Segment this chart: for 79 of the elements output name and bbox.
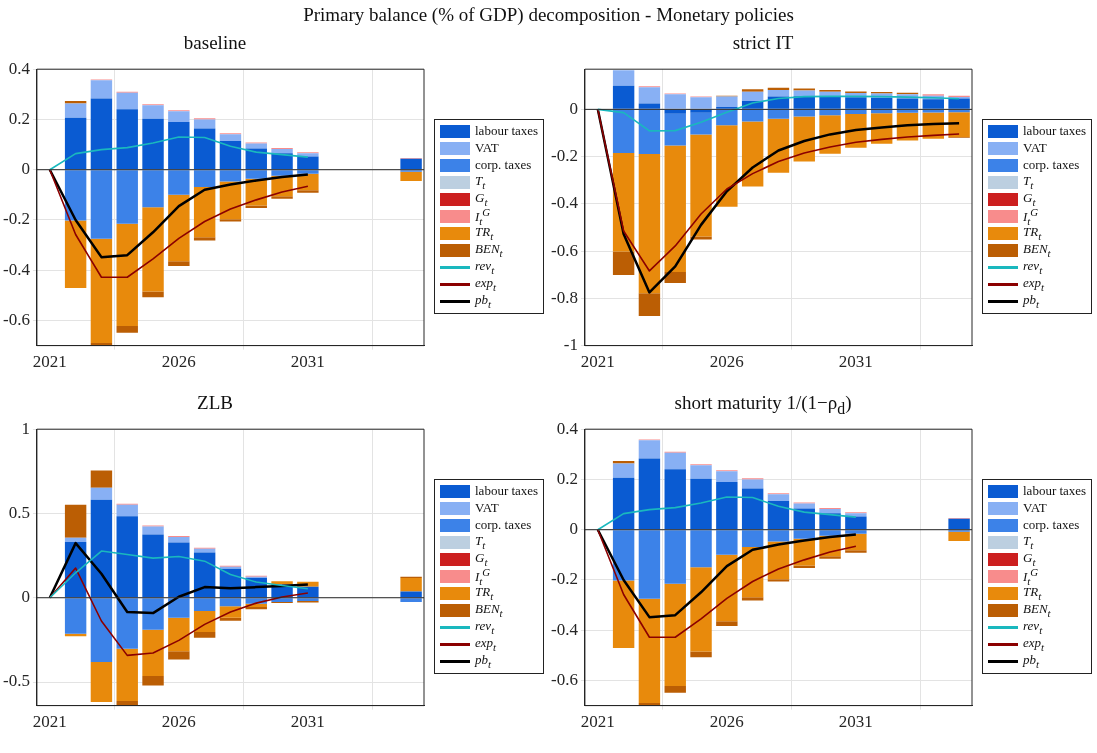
y-tick-label: 0.4 — [556, 418, 579, 438]
y-tick-label: 0.2 — [8, 108, 30, 128]
legend-label: T$_{t}$ — [475, 533, 486, 551]
chart-title: baseline — [182, 31, 248, 55]
text: Primary balance (% of GDP) decomposition - Monetary policies — [302, 3, 795, 27]
y-tick-label: -1 — [563, 335, 578, 355]
x-tick-label: 2031 — [838, 712, 873, 732]
legend-label: labour taxes — [475, 123, 539, 139]
y-tick-label: -0.5 — [2, 671, 30, 691]
legend-label: corp. taxes — [475, 517, 532, 533]
legend-label: BEN$_{t}$ — [475, 601, 503, 619]
legend-label: labour taxes — [1023, 123, 1087, 139]
y-tick-label: -0.2 — [2, 209, 30, 229]
y-tick-label: -0.6 — [2, 309, 30, 329]
legend-label: VAT — [1023, 140, 1047, 156]
legend-label: BEN$_{t}$ — [1023, 601, 1051, 619]
y-tick-label: 0.2 — [556, 468, 578, 488]
y-tick-label: -0.4 — [550, 619, 579, 639]
y-tick-label: -0.6 — [550, 669, 578, 689]
legend-label: exp$_{t}$ — [475, 635, 497, 653]
x-tick-label: 2021 — [580, 352, 615, 372]
y-tick-label: 0 — [21, 587, 30, 607]
y-tick-label: 0 — [21, 159, 30, 179]
legend-label: VAT — [475, 140, 499, 156]
x-tick-label: 2026 — [161, 712, 196, 732]
y-tick-label: 0.4 — [8, 58, 31, 78]
legend-label: corp. taxes — [1023, 157, 1080, 173]
y-tick-label: 0.5 — [8, 502, 30, 522]
y-tick-label: -0.8 — [550, 287, 578, 307]
x-tick-label: 2031 — [290, 352, 325, 372]
legend-label: pb$_{t}$ — [1023, 652, 1040, 670]
y-tick-label: -0.2 — [550, 146, 578, 166]
legend-label: corp. taxes — [475, 157, 532, 173]
x-tick-label: 2031 — [290, 712, 325, 732]
legend-label: T$_{t}$ — [1023, 533, 1034, 551]
legend-label: VAT — [1023, 500, 1047, 516]
legend-label: BEN$_{t}$ — [475, 241, 503, 259]
y-tick-label: -0.4 — [2, 259, 31, 279]
legend-label: pb$_{t}$ — [475, 652, 492, 670]
chart-title: ZLB — [196, 391, 234, 415]
legend-label: TR$_{t}$ — [475, 584, 494, 602]
chart-title: short maturity 1/(1−ρ$_{d}$) — [673, 391, 853, 417]
x-tick-label: 2021 — [32, 352, 67, 372]
legend-label: pb$_{t}$ — [1023, 292, 1040, 310]
x-tick-label: 2026 — [161, 352, 196, 372]
x-tick-label: 2021 — [32, 712, 67, 732]
legend-label: labour taxes — [475, 483, 539, 499]
chart-title: strict IT — [731, 31, 795, 55]
legend-label: labour taxes — [1023, 483, 1087, 499]
y-tick-label: -0.2 — [550, 569, 578, 589]
legend-label: BEN$_{t}$ — [1023, 241, 1051, 259]
y-tick-label: 0 — [569, 98, 578, 118]
legend-label: rev$_{t}$ — [475, 258, 495, 276]
legend-label: TR$_{t}$ — [1023, 584, 1042, 602]
legend-label: rev$_{t}$ — [1023, 618, 1043, 636]
x-tick-label: 2026 — [709, 352, 744, 372]
x-tick-label: 2026 — [709, 712, 744, 732]
legend-label: G$_{t}$ — [1023, 190, 1036, 208]
x-tick-label: 2021 — [580, 712, 615, 732]
y-tick-label: -0.4 — [550, 193, 579, 213]
y-tick-label: -0.6 — [550, 240, 578, 260]
legend-label: G$_{t}$ — [1023, 550, 1036, 568]
legend-label: G$_{t}$ — [475, 190, 488, 208]
legend-label: T$_{t}$ — [475, 173, 486, 191]
legend-label: VAT — [475, 500, 499, 516]
legend-label: corp. taxes — [1023, 517, 1080, 533]
legend-label: T$_{t}$ — [1023, 173, 1034, 191]
legend-label: exp$_{t}$ — [1023, 275, 1045, 293]
x-tick-label: 2031 — [838, 352, 873, 372]
legend-label: rev$_{t}$ — [1023, 258, 1043, 276]
legend-label: rev$_{t}$ — [475, 618, 495, 636]
y-tick-label: 1 — [21, 418, 30, 438]
y-tick-label: 0 — [569, 519, 578, 539]
legend-label: TR$_{t}$ — [1023, 224, 1042, 242]
legend-label: pb$_{t}$ — [475, 292, 492, 310]
legend-label: G$_{t}$ — [475, 550, 488, 568]
legend-label: exp$_{t}$ — [475, 275, 497, 293]
legend-label: TR$_{t}$ — [475, 224, 494, 242]
legend-label: exp$_{t}$ — [1023, 635, 1045, 653]
